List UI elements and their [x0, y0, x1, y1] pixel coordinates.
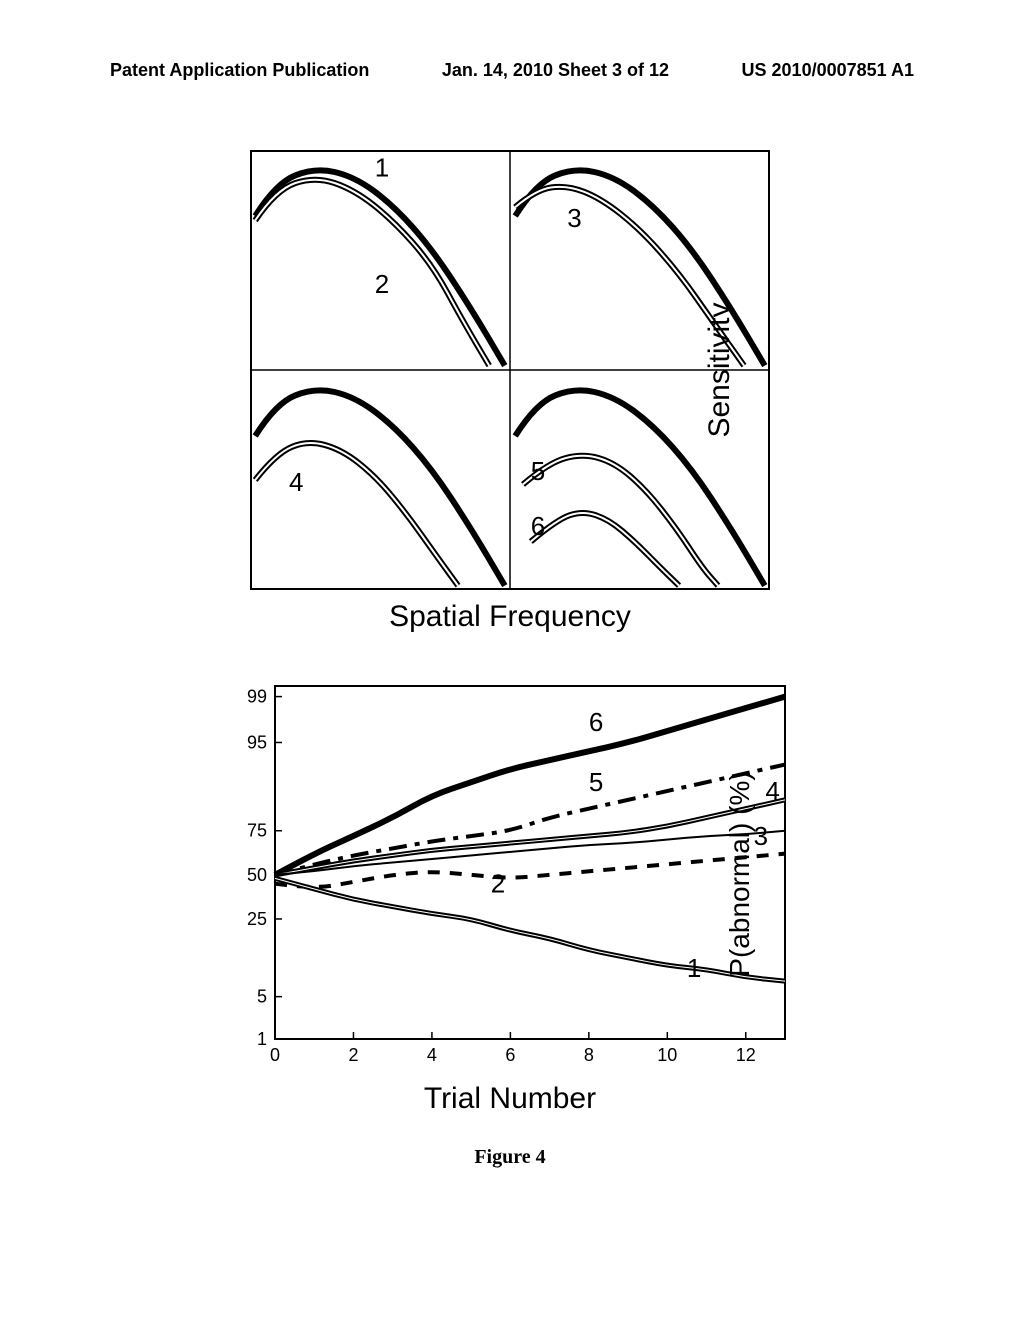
svg-text:5: 5: [257, 987, 267, 1007]
svg-text:4: 4: [289, 467, 303, 497]
svg-text:50: 50: [247, 865, 267, 885]
probability-xlabel: Trial Number: [220, 1082, 800, 1116]
svg-text:5: 5: [531, 456, 545, 486]
svg-text:3: 3: [567, 203, 581, 233]
svg-text:1: 1: [257, 1029, 267, 1049]
svg-text:10: 10: [657, 1045, 677, 1065]
figure-container: 123456 Sensitivity Spatial Frequency 024…: [180, 150, 880, 1169]
sensitivity-svg: 1 2 3 4 5 6: [250, 150, 770, 590]
svg-text:1: 1: [375, 152, 389, 182]
header-right: US 2010/0007851 A1: [742, 60, 914, 81]
probability-chart: 024681012152550759599654321 P(abnormal) …: [220, 674, 800, 1074]
header-center: Jan. 14, 2010 Sheet 3 of 12: [442, 60, 669, 81]
probability-svg: 024681012152550759599654321: [220, 674, 800, 1074]
svg-text:4: 4: [427, 1045, 437, 1065]
header-left: Patent Application Publication: [110, 60, 369, 81]
sensitivity-chart: 1 2 3 4 5 6 Sensitivity: [250, 150, 770, 590]
figure-caption: Figure 4: [220, 1146, 800, 1169]
svg-text:12: 12: [736, 1045, 756, 1065]
svg-text:5: 5: [589, 767, 603, 797]
svg-text:0: 0: [270, 1045, 280, 1065]
svg-text:1: 1: [687, 953, 701, 983]
svg-text:4: 4: [765, 776, 779, 806]
sensitivity-xlabel: Spatial Frequency: [250, 600, 770, 634]
svg-text:6: 6: [505, 1045, 515, 1065]
svg-text:25: 25: [247, 909, 267, 929]
svg-text:6: 6: [589, 707, 603, 737]
svg-text:75: 75: [247, 821, 267, 841]
probability-ylabel: P(abnormal) (%): [724, 744, 756, 1004]
svg-text:6: 6: [531, 511, 545, 541]
svg-text:2: 2: [375, 269, 389, 299]
page-header: Patent Application Publication Jan. 14, …: [0, 60, 1024, 81]
svg-text:95: 95: [247, 732, 267, 752]
svg-text:2: 2: [348, 1045, 358, 1065]
svg-text:8: 8: [584, 1045, 594, 1065]
svg-text:99: 99: [247, 687, 267, 707]
svg-text:2: 2: [491, 869, 505, 899]
sensitivity-ylabel: Sensitivity: [703, 270, 737, 470]
